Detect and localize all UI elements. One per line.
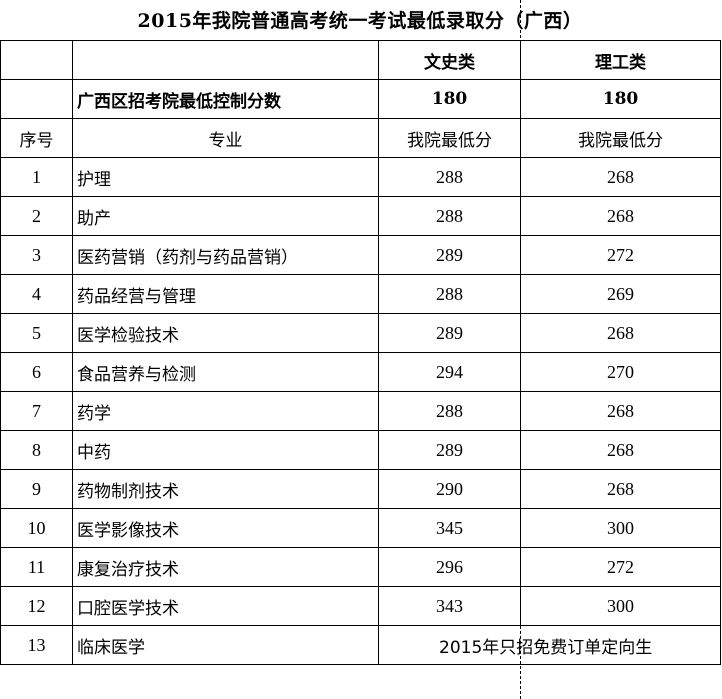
page-title: 2015年我院普通高考统一考试最低录取分（广西）: [137, 10, 583, 32]
table-row: 4 药品经营与管理 288 269: [0, 274, 721, 314]
header-arts: 文史类: [378, 40, 521, 80]
row-arts: 288: [378, 391, 521, 431]
row-arts: 290: [378, 469, 521, 509]
empty-cell: [0, 40, 73, 80]
table-row: 3 医药营销（药剂与药品营销） 289 272: [0, 235, 721, 275]
column-header-row: 序号 专业 我院最低分 我院最低分: [0, 118, 721, 158]
row-index: 3: [0, 235, 73, 275]
row-science: 272: [520, 547, 721, 587]
row-index: 4: [0, 274, 73, 314]
control-arts: 180: [378, 79, 521, 119]
row-arts: 289: [378, 235, 521, 275]
row-major: 医学影像技术: [72, 508, 379, 548]
empty-cell: [0, 79, 73, 119]
row-index: 8: [0, 430, 73, 470]
page-break-line: [520, 0, 521, 699]
admission-score-table: 文史类 理工类 广西区招考院最低控制分数 180 180 序号 专业 我院最低分…: [0, 40, 721, 665]
row-major: 医学检验技术: [72, 313, 379, 353]
table-row: 9 药物制剂技术 290 268: [0, 469, 721, 509]
row-science: 268: [520, 469, 721, 509]
table-row: 2 助产 288 268: [0, 196, 721, 236]
row-major: 药品经营与管理: [72, 274, 379, 314]
control-label: 广西区招考院最低控制分数: [72, 79, 379, 119]
row-major: 临床医学: [72, 625, 379, 665]
table-row: 5 医学检验技术 289 268: [0, 313, 721, 353]
header-science: 理工类: [520, 40, 721, 80]
row-major: 助产: [72, 196, 379, 236]
row-major: 中药: [72, 430, 379, 470]
row-index: 5: [0, 313, 73, 353]
row-arts: 345: [378, 508, 521, 548]
table-row: 7 药学 288 268: [0, 391, 721, 431]
row-arts: 288: [378, 274, 521, 314]
row-arts: 289: [378, 313, 521, 353]
col-index: 序号: [0, 118, 73, 158]
row-science: 268: [520, 313, 721, 353]
row-science: 269: [520, 274, 721, 314]
table-row: 12 口腔医学技术 343 300: [0, 586, 721, 626]
row-science: 300: [520, 586, 721, 626]
row-science: 268: [520, 157, 721, 197]
row-arts: 343: [378, 586, 521, 626]
row-arts: 288: [378, 196, 521, 236]
row-index: 6: [0, 352, 73, 392]
row-science: 268: [520, 196, 721, 236]
row-major: 康复治疗技术: [72, 547, 379, 587]
row-major: 护理: [72, 157, 379, 197]
header-row-category: 文史类 理工类: [0, 40, 721, 80]
row-index: 1: [0, 157, 73, 197]
row-index: 7: [0, 391, 73, 431]
row-major: 药学: [72, 391, 379, 431]
row-index: 2: [0, 196, 73, 236]
table-row: 10 医学影像技术 345 300: [0, 508, 721, 548]
row-index: 10: [0, 508, 73, 548]
row-index: 9: [0, 469, 73, 509]
control-science: 180: [520, 79, 721, 119]
row-index: 12: [0, 586, 73, 626]
table-row: 8 中药 289 268: [0, 430, 721, 470]
row-science: 270: [520, 352, 721, 392]
row-major: 食品营养与检测: [72, 352, 379, 392]
row-science: 300: [520, 508, 721, 548]
row-major: 口腔医学技术: [72, 586, 379, 626]
table-row: 6 食品营养与检测 294 270: [0, 352, 721, 392]
control-score-row: 广西区招考院最低控制分数 180 180: [0, 79, 721, 119]
row-major: 药物制剂技术: [72, 469, 379, 509]
row-science: 272: [520, 235, 721, 275]
row-index: 11: [0, 547, 73, 587]
row-science: 268: [520, 391, 721, 431]
row-science: 268: [520, 430, 721, 470]
table-row: 11 康复治疗技术 296 272: [0, 547, 721, 587]
table-row: 1 护理 288 268: [0, 157, 721, 197]
row-arts: 294: [378, 352, 521, 392]
empty-cell: [72, 40, 379, 80]
col-science-min: 我院最低分: [520, 118, 721, 158]
row-arts: 289: [378, 430, 521, 470]
col-arts-min: 我院最低分: [378, 118, 521, 158]
row-arts: 296: [378, 547, 521, 587]
row-index: 13: [0, 625, 73, 665]
table-row: 13 临床医学 2015年只招免费订单定向生: [0, 625, 721, 665]
row-note: 2015年只招免费订单定向生: [378, 625, 721, 665]
col-major: 专业: [72, 118, 379, 158]
row-arts: 288: [378, 157, 521, 197]
row-major: 医药营销（药剂与药品营销）: [72, 235, 379, 275]
